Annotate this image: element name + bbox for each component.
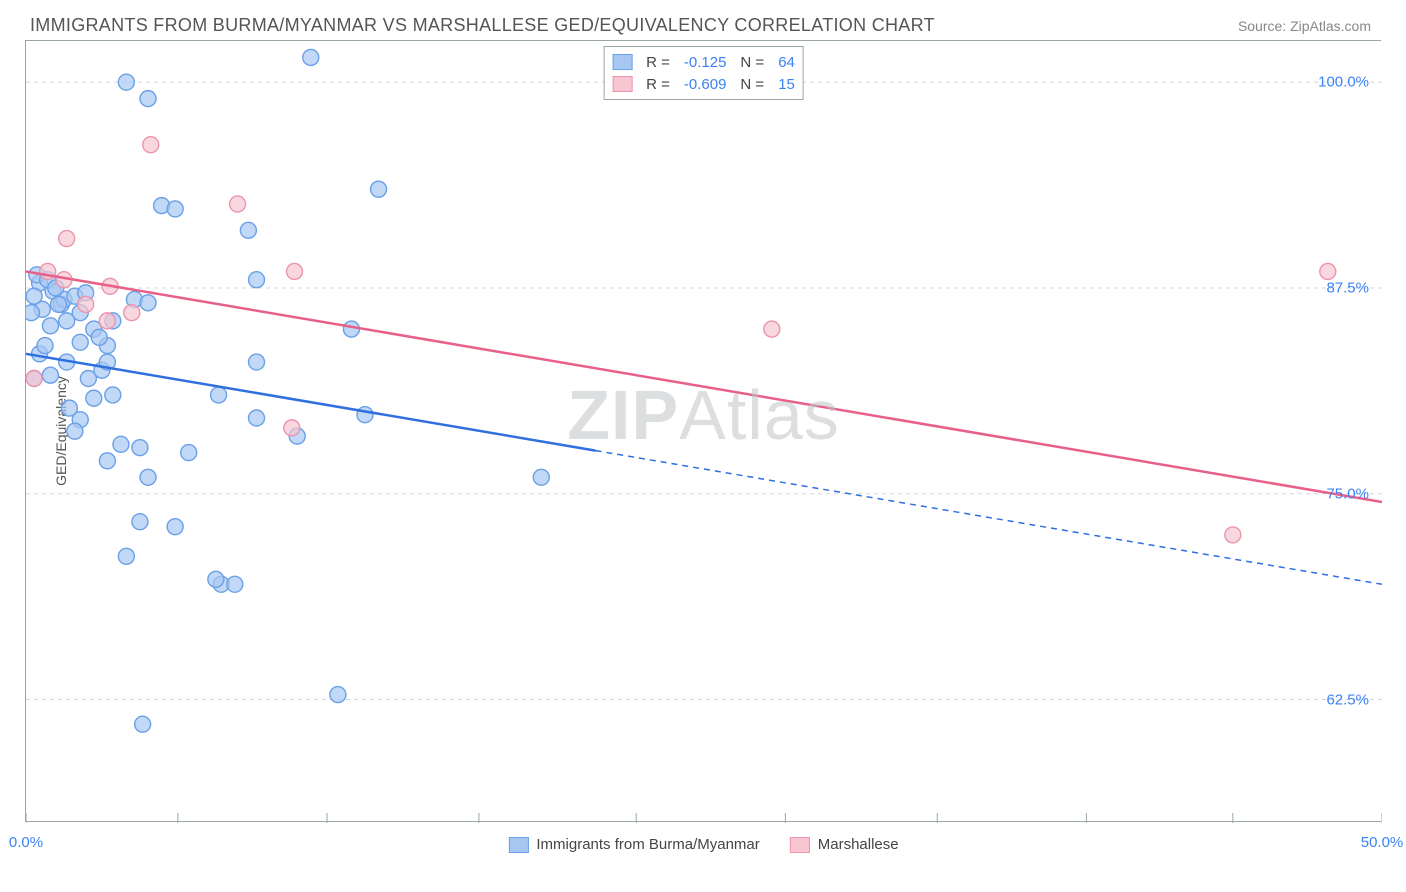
source-label: Source: ZipAtlas.com (1238, 18, 1371, 34)
x-tick-label: 50.0% (1361, 834, 1404, 851)
legend-r-label: R = (646, 76, 670, 93)
legend-n-label: N = (740, 54, 764, 71)
legend-series: Immigrants from Burma/Myanmar Marshallese (508, 836, 898, 853)
legend-r-value: -0.125 (684, 54, 727, 71)
legend-n-value: 64 (778, 54, 795, 71)
legend-n-label: N = (740, 76, 764, 93)
legend-swatch (612, 54, 632, 70)
y-tick-label: 87.5% (1326, 279, 1369, 296)
legend-swatch (790, 837, 810, 853)
legend-r-value: -0.609 (684, 76, 727, 93)
legend-series-item: Immigrants from Burma/Myanmar (508, 836, 759, 853)
legend-correlation: R = -0.125 N = 64 R = -0.609 N = 15 (603, 46, 804, 100)
header-row: IMMIGRANTS FROM BURMA/MYANMAR VS MARSHAL… (25, 15, 1381, 40)
legend-r-label: R = (646, 54, 670, 71)
chart-container: IMMIGRANTS FROM BURMA/MYANMAR VS MARSHAL… (0, 0, 1406, 892)
x-tick-label: 0.0% (9, 834, 43, 851)
legend-series-label: Marshallese (818, 836, 899, 853)
y-tick-label: 62.5% (1326, 691, 1369, 708)
legend-n-value: 15 (778, 76, 795, 93)
chart-title: IMMIGRANTS FROM BURMA/MYANMAR VS MARSHAL… (30, 15, 935, 36)
legend-correlation-row: R = -0.609 N = 15 (612, 73, 795, 95)
legend-swatch (508, 837, 528, 853)
y-tick-label: 100.0% (1318, 74, 1369, 91)
legend-correlation-row: R = -0.125 N = 64 (612, 51, 795, 73)
legend-swatch (612, 76, 632, 92)
legend-series-item: Marshallese (790, 836, 899, 853)
chart-plot-area: GED/Equivalency ZIPAtlas R =-0.125N =64R… (25, 40, 1381, 822)
y-tick-label: 75.0% (1326, 485, 1369, 502)
chart-svg (26, 41, 1382, 823)
legend-series-label: Immigrants from Burma/Myanmar (536, 836, 759, 853)
